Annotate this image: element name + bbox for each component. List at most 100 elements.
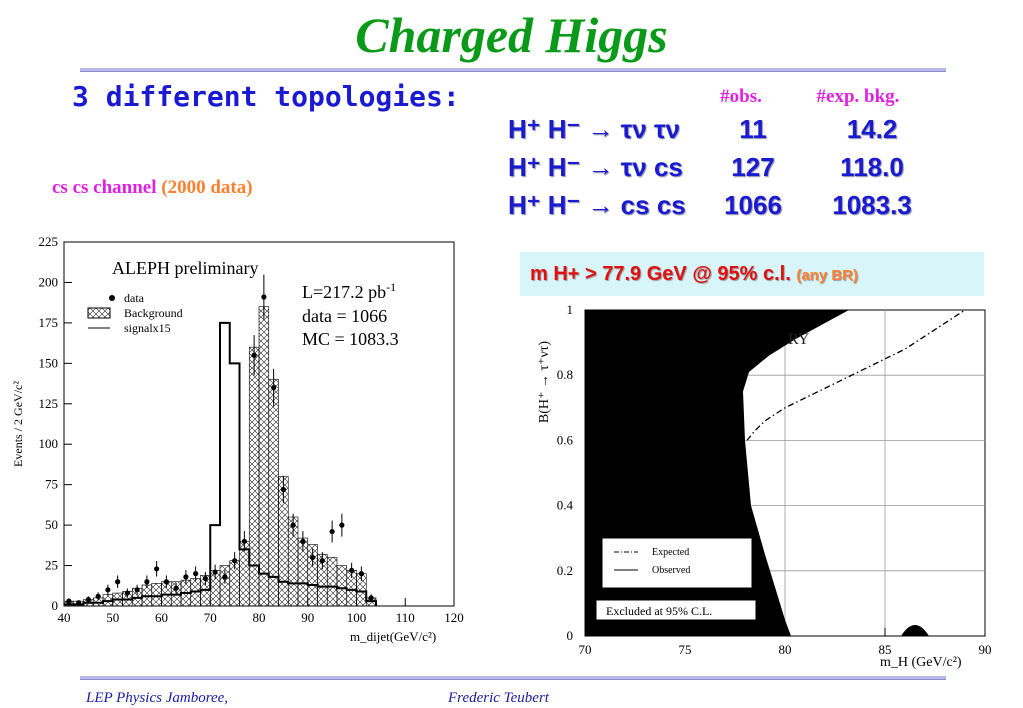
bottom-divider: [80, 676, 946, 680]
footer-right: Frederic Teubert: [448, 690, 549, 706]
hist-xlabel: m_dijet(GeV/c²): [350, 629, 436, 644]
header-obs: #obs.: [720, 86, 762, 107]
hist-ytick-label: 150: [39, 355, 59, 370]
limit-text: m H+ > 77.9 GeV @ 95% c.l. (any BR): [530, 263, 858, 286]
excl-xtick-label: 85: [879, 642, 892, 657]
data-point: [163, 579, 169, 585]
hist-xtick-label: 50: [106, 610, 119, 625]
data-point: [115, 579, 121, 585]
excl-ytick-label: 0.4: [557, 498, 574, 513]
data-point: [134, 587, 140, 593]
data-point: [76, 600, 82, 606]
data-point: [85, 596, 91, 603]
legend-signal: signalx15: [124, 321, 171, 335]
hist-xtick-label: 90: [301, 610, 314, 625]
hist-ytick-label: 175: [39, 315, 59, 330]
data-point: [261, 294, 267, 300]
hist-xtick-label: 60: [155, 610, 168, 625]
excl-xtick-label: 75: [679, 642, 692, 657]
hist-ytick-label: 200: [39, 274, 59, 289]
excl-ytick-label: 1: [567, 302, 574, 317]
excl-ylabel: B(H⁺ → τ⁺ντ): [537, 341, 552, 423]
excl-xtick-label: 80: [779, 642, 792, 657]
hist-ytick-label: 50: [45, 517, 58, 532]
data-point: [124, 590, 130, 596]
data-point: [271, 385, 277, 391]
legend-bg-swatch: [87, 307, 111, 319]
obs-cell: 127: [731, 152, 775, 182]
footer-left: LEP Physics Jamboree,: [86, 690, 229, 706]
data-point: [358, 571, 364, 577]
excl-xtick-label: 90: [979, 642, 992, 657]
hist-xtick-label: 70: [204, 610, 217, 625]
data-point: [280, 486, 286, 493]
excl-legend-expected: Expected: [652, 547, 689, 558]
excl-region-label: Excluded at 95% C.L.: [606, 604, 712, 618]
limit-value: m H+ > 77.9 GeV @ 95% c.l.: [530, 263, 791, 285]
legend-data: data: [124, 291, 145, 305]
data-point: [144, 579, 150, 585]
table-row: H⁺ H⁻ → τν cs 127 118.0: [490, 152, 940, 190]
process-cell: H⁺ H⁻ → cs cs: [508, 190, 686, 220]
data-point: [66, 598, 72, 604]
data-point: [173, 585, 179, 591]
hist-ytick-label: 25: [45, 558, 58, 573]
data-point: [300, 538, 306, 544]
excluded-bump: [901, 625, 929, 636]
channel-year: (2000 data): [161, 177, 253, 198]
data-point: [290, 522, 296, 528]
data-point: [95, 593, 101, 599]
expected-curve: [746, 309, 966, 441]
data-point: [349, 567, 355, 574]
hist-info-lumi-unit: -1: [386, 280, 396, 294]
data-point: [368, 595, 374, 601]
excl-legend-observed: Observed: [652, 565, 690, 576]
channel-name: cs cs channel: [52, 177, 162, 198]
header-exp: #exp. bkg.: [816, 86, 900, 107]
excl-watermark: RY: [788, 331, 810, 348]
data-point: [310, 554, 316, 561]
events-table: #obs. #exp. bkg. H⁺ H⁻ → τν τν 11 14.2 H…: [490, 86, 940, 228]
hist-xtick-label: 100: [347, 610, 367, 625]
background-bar: [336, 565, 348, 607]
excl-legend-box: [601, 537, 753, 589]
process-cell: H⁺ H⁻ → τν cs: [508, 152, 683, 182]
hist-xtick-label: 110: [396, 610, 415, 625]
table-row: H⁺ H⁻ → cs cs 1066 1083.3: [490, 190, 940, 228]
background-bar: [326, 557, 338, 607]
data-point: [212, 569, 218, 575]
channel-label: cs cs channel (2000 data): [52, 177, 253, 199]
background-bar: [248, 346, 260, 607]
excl-ytick-label: 0.2: [557, 563, 573, 578]
excl-xtick-label: 70: [579, 642, 592, 657]
dijet-mass-histogram: 40 50 60 70 80 90 100 110 120 0 25 50 75 100 125 150 17…: [11, 236, 464, 644]
topologies-heading: 3 different topologies:: [72, 80, 460, 113]
process-cell: H⁺ H⁻ → τν τν: [508, 114, 681, 144]
hist-ytick-label: 100: [39, 436, 59, 451]
hist-title: ALEPH preliminary: [112, 258, 258, 278]
page-title: Charged Higgs: [355, 7, 668, 63]
background-bar: [268, 379, 279, 607]
data-point: [251, 352, 257, 358]
hist-info-lumi: L=217.2 pb-1: [302, 280, 396, 302]
hist-ytick-label: 125: [39, 396, 59, 411]
hist-xtick-label: 80: [253, 610, 266, 625]
data-point: [241, 538, 247, 544]
hist-ytick-label: 225: [39, 236, 59, 249]
limit-br: (any BR): [796, 267, 858, 284]
legend-background: Background: [124, 306, 183, 320]
exp-cell: 118.0: [840, 152, 904, 182]
table-row: H⁺ H⁻ → τν τν 11 14.2: [490, 114, 940, 152]
hist-ytick-label: 75: [45, 477, 58, 492]
data-point: [193, 571, 199, 577]
data-point: [339, 522, 345, 528]
obs-cell: 1066: [724, 190, 782, 220]
data-point: [222, 574, 228, 580]
data-point: [232, 558, 238, 564]
background-bar: [258, 306, 270, 607]
data-point: [154, 566, 160, 572]
background-bar: [151, 583, 162, 607]
hist-info-data: data = 1066: [302, 306, 387, 326]
top-divider: [80, 68, 946, 72]
data-point: [183, 574, 189, 580]
